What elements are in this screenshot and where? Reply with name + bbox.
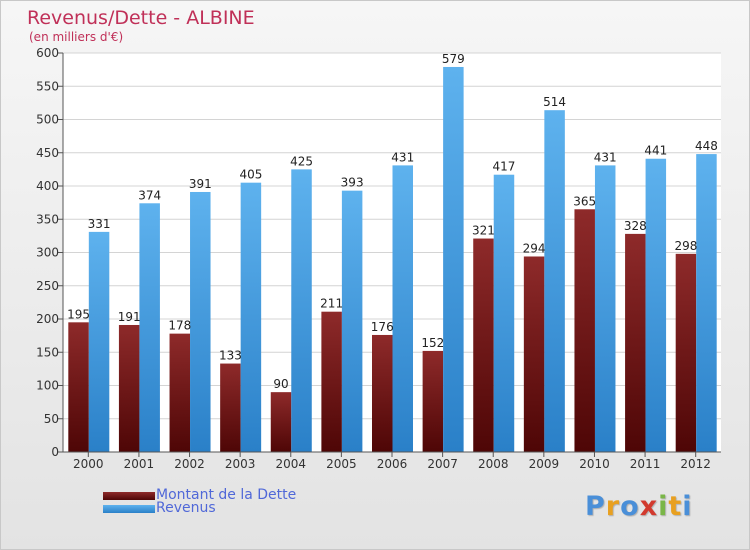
bar-revenus bbox=[240, 182, 262, 453]
y-tick-label: 450 bbox=[36, 146, 59, 160]
logo-letter: i bbox=[682, 491, 693, 522]
bar-dette bbox=[473, 238, 494, 452]
bar-dette bbox=[118, 324, 140, 452]
legend-swatch-dette bbox=[103, 492, 155, 500]
bar-dette bbox=[321, 311, 342, 452]
bar-revenus bbox=[493, 174, 515, 452]
x-tick-label: 2011 bbox=[630, 457, 661, 471]
bar-revenus-value-label: 579 bbox=[442, 52, 465, 66]
bar-dette-value-label: 176 bbox=[371, 320, 394, 334]
bar-revenus-value-label: 425 bbox=[290, 154, 313, 168]
bar-revenus-value-label: 514 bbox=[543, 95, 566, 109]
bar-revenus bbox=[544, 110, 565, 452]
x-tick-label: 2009 bbox=[529, 457, 560, 471]
bar-revenus-value-label: 391 bbox=[189, 177, 212, 191]
bar-dette-value-label: 191 bbox=[118, 310, 141, 324]
logo-letter: P bbox=[585, 491, 606, 522]
bar-dette bbox=[372, 334, 393, 452]
bar-revenus-value-label: 405 bbox=[239, 168, 262, 182]
bar-revenus bbox=[291, 169, 312, 452]
bar-dette bbox=[574, 209, 595, 452]
x-tick-label: 2000 bbox=[73, 457, 104, 471]
y-tick-label: 350 bbox=[36, 212, 59, 226]
x-tick-label: 2012 bbox=[680, 457, 711, 471]
bar-dette-value-label: 211 bbox=[320, 297, 343, 311]
bar-revenus-value-label: 393 bbox=[341, 176, 364, 190]
bar-dette bbox=[625, 233, 646, 452]
x-tick-label: 2007 bbox=[427, 457, 458, 471]
legend-label-dette: Montant de la Dette bbox=[156, 487, 297, 503]
y-tick-label: 0 bbox=[51, 445, 59, 459]
bar-revenus-value-label: 417 bbox=[493, 160, 516, 174]
bar-revenus-value-label: 431 bbox=[594, 150, 617, 164]
bar-dette-value-label: 178 bbox=[168, 319, 191, 333]
y-tick-label: 250 bbox=[36, 279, 59, 293]
bar-revenus bbox=[190, 191, 211, 453]
bar-revenus-value-label: 431 bbox=[391, 150, 414, 164]
bar-revenus bbox=[594, 165, 616, 452]
y-tick-label: 150 bbox=[36, 345, 59, 359]
bar-dette-value-label: 90 bbox=[273, 377, 288, 391]
bar-dette bbox=[220, 363, 241, 452]
y-tick-label: 500 bbox=[36, 113, 59, 127]
x-tick-label: 2008 bbox=[478, 457, 509, 471]
y-tick-label: 100 bbox=[36, 379, 59, 393]
bar-revenus bbox=[139, 203, 160, 452]
bar-revenus bbox=[341, 190, 363, 452]
y-tick-label: 200 bbox=[36, 312, 59, 326]
x-tick-label: 2010 bbox=[579, 457, 610, 471]
bar-dette bbox=[523, 256, 545, 452]
bar-dette-value-label: 133 bbox=[219, 349, 242, 363]
bar-dette-value-label: 294 bbox=[523, 241, 546, 255]
bar-revenus bbox=[392, 165, 413, 452]
x-tick-label: 2005 bbox=[326, 457, 357, 471]
y-tick-label: 600 bbox=[36, 46, 59, 60]
x-tick-label: 2002 bbox=[174, 457, 205, 471]
bar-dette bbox=[68, 322, 89, 452]
x-tick-label: 2004 bbox=[275, 457, 306, 471]
bar-dette-value-label: 152 bbox=[421, 336, 444, 350]
x-tick-label: 2001 bbox=[124, 457, 155, 471]
chart-subtitle: (en milliers d'€) bbox=[29, 30, 124, 44]
logo-letter: i bbox=[658, 491, 669, 522]
y-tick-label: 400 bbox=[36, 179, 59, 193]
logo-letter: x bbox=[639, 491, 659, 522]
logo-letter: o bbox=[620, 491, 640, 522]
bar-dette bbox=[675, 253, 697, 452]
bar-dette-value-label: 328 bbox=[624, 219, 647, 233]
bar-dette bbox=[169, 333, 191, 452]
bar-revenus-value-label: 441 bbox=[644, 144, 667, 158]
x-tick-label: 2006 bbox=[377, 457, 408, 471]
bar-revenus-value-label: 374 bbox=[138, 188, 161, 202]
chart-title: Revenus/Dette - ALBINE bbox=[27, 7, 255, 29]
logo-letter: t bbox=[668, 491, 683, 522]
bar-revenus bbox=[696, 154, 717, 452]
bar-revenus bbox=[88, 231, 110, 452]
y-tick-label: 300 bbox=[36, 246, 59, 260]
bar-revenus bbox=[645, 158, 667, 453]
legend-swatch-revenus bbox=[103, 505, 155, 513]
logo-letter: r bbox=[605, 491, 621, 522]
bar-revenus-value-label: 331 bbox=[88, 217, 111, 231]
bar-dette-value-label: 365 bbox=[573, 194, 596, 208]
bar-dette-value-label: 195 bbox=[67, 307, 90, 321]
legend-label-revenus: Revenus bbox=[156, 500, 216, 516]
bar-revenus-value-label: 448 bbox=[695, 139, 718, 153]
bar-revenus bbox=[443, 66, 464, 452]
y-tick-label: 550 bbox=[36, 79, 59, 93]
proxiti-logo: Proxiti bbox=[585, 491, 693, 522]
bar-dette-value-label: 321 bbox=[472, 224, 495, 238]
bar-dette-value-label: 298 bbox=[674, 239, 697, 253]
y-tick-label: 50 bbox=[44, 412, 59, 426]
x-tick-label: 2003 bbox=[225, 457, 256, 471]
bar-dette bbox=[422, 350, 444, 452]
bar-dette bbox=[270, 392, 292, 452]
